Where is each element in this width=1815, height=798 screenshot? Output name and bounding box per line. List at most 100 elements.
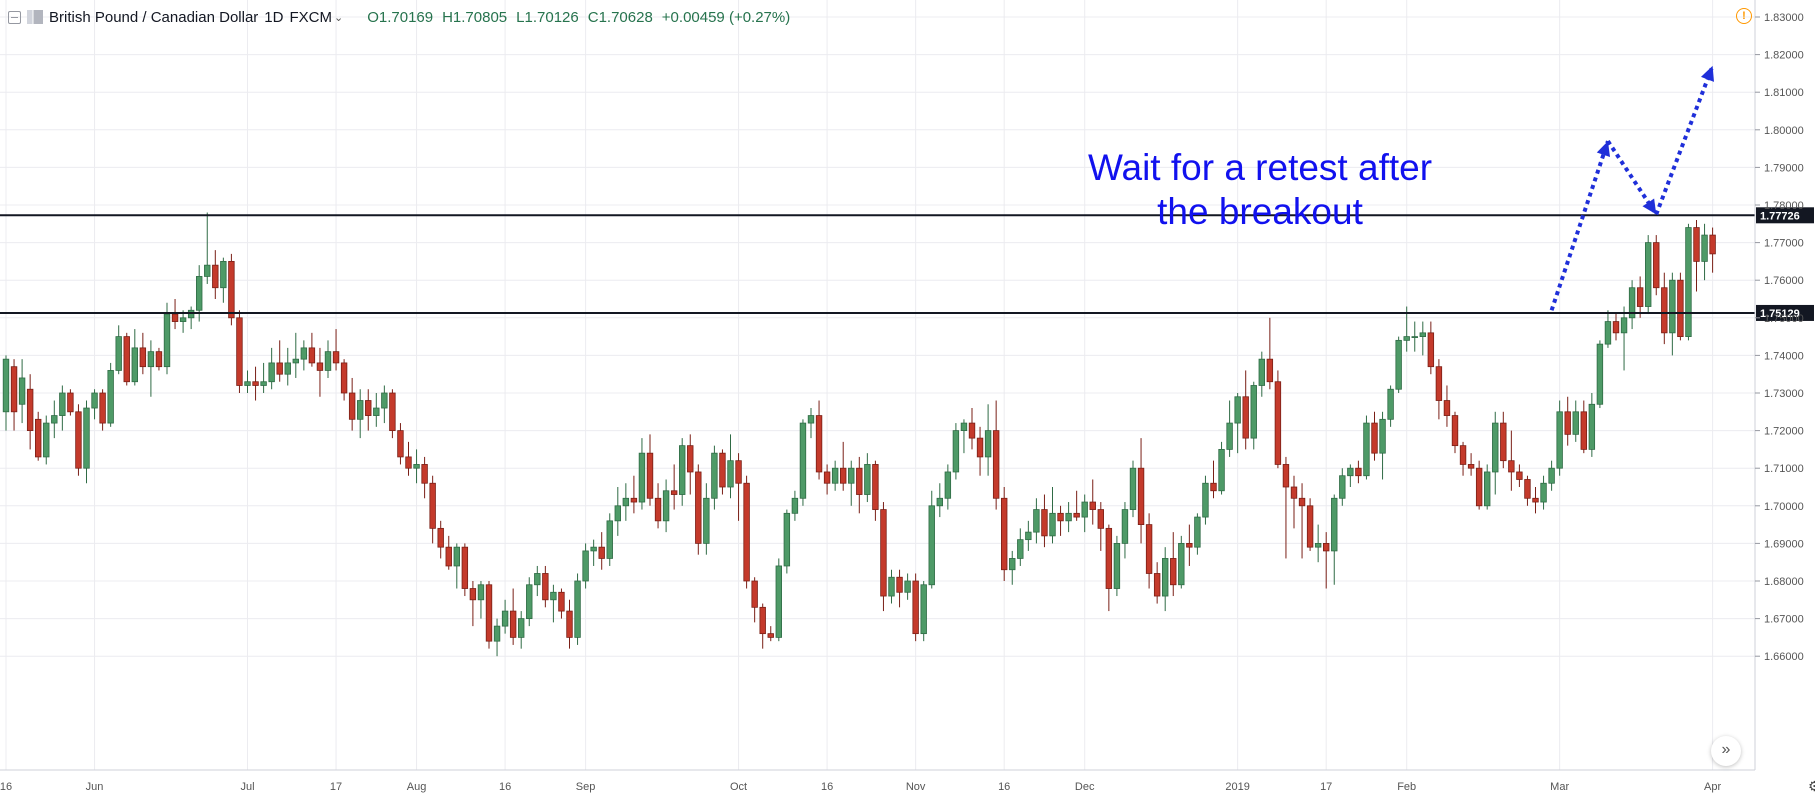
candle-body [1162, 558, 1169, 597]
candle-up [1596, 340, 1604, 409]
gear-icon[interactable]: ⚙ [1808, 778, 1815, 794]
collapse-icon[interactable] [8, 10, 21, 24]
time-tick-label: Jul [240, 781, 254, 793]
candle-body [1282, 464, 1290, 488]
candle-up [1049, 487, 1056, 544]
candle-down [461, 543, 469, 597]
candle-up [1403, 306, 1410, 352]
candle-up [1331, 494, 1338, 585]
candle-body [848, 467, 855, 484]
candle-body [872, 464, 879, 510]
currency-flag-icon [27, 10, 43, 24]
candle-body [228, 260, 235, 319]
candle-up [936, 483, 943, 518]
candle-up [1379, 411, 1386, 480]
candle-down [123, 332, 130, 386]
candle-body [365, 400, 372, 416]
candle-up [928, 490, 935, 589]
candle-down [1636, 276, 1644, 318]
candle-down [67, 389, 74, 416]
candle-up [1178, 535, 1185, 589]
candle-up [1314, 524, 1322, 563]
candle-down [316, 347, 324, 397]
candle-down [421, 456, 428, 499]
candle-body [920, 584, 927, 635]
time-tick-label: Sep [576, 781, 596, 793]
candle-up [799, 419, 807, 506]
candle-body [1435, 366, 1443, 401]
chevron-down-icon[interactable]: ⌄ [333, 11, 344, 24]
candle-up [204, 212, 211, 284]
candle-up [163, 302, 171, 375]
candle-body [1677, 279, 1684, 338]
candle-body [1081, 501, 1088, 518]
candle-body [1395, 339, 1402, 390]
candle-up [1620, 306, 1628, 371]
candle-up [614, 487, 621, 536]
candle-down [252, 366, 259, 401]
candle-down [1057, 505, 1064, 536]
candle-body [912, 580, 919, 635]
candle-body [131, 347, 138, 383]
candle-up [413, 449, 420, 484]
horizontal-levels[interactable]: 1.77726 1.75129 [0, 207, 1814, 321]
high-value: H1.70805 [442, 8, 508, 26]
candle-up [904, 573, 911, 600]
projection-segment [1654, 65, 1715, 216]
candle-up [1669, 272, 1676, 356]
candle-body [2, 358, 10, 413]
candle-body [477, 584, 485, 601]
candle-body [1194, 516, 1201, 548]
candle-body [51, 415, 58, 424]
candle-body [1009, 558, 1016, 571]
candle-body [1339, 475, 1346, 499]
time-tick-label: 16 [499, 781, 511, 793]
candle-body [558, 591, 565, 612]
candle-body [220, 260, 227, 289]
candle-down [542, 565, 549, 608]
candle-down [1532, 487, 1539, 514]
candle-body [574, 580, 581, 638]
candle-body [1709, 234, 1716, 255]
candle-up [679, 438, 686, 506]
candle-down [1242, 370, 1249, 450]
exchange-label: FXCM [289, 8, 332, 26]
candle-up [284, 347, 291, 386]
candle-body [236, 317, 243, 386]
candle-up [324, 340, 332, 378]
price-tick-label: 1.72000 [1764, 426, 1804, 438]
close-value: C1.70628 [587, 8, 653, 26]
candle-body [348, 392, 356, 420]
warning-icon[interactable]: ! [1736, 8, 1752, 24]
scroll-to-realtime-button[interactable]: » [1711, 736, 1741, 766]
time-axis[interactable]: 16 Jun Jul 17 Aug 16 Sep Oct 16 Nov 16 Dec 2019 17 Feb… [0, 769, 1755, 793]
price-axis[interactable]: 1.83000 1.82000 1.81000 1.80000 1.79000 1.780… [1754, 0, 1804, 770]
candle-down [469, 581, 477, 627]
arrowhead [1642, 198, 1657, 215]
candle-up [1628, 280, 1636, 330]
candle-body [1049, 512, 1056, 537]
candle-body [840, 467, 847, 484]
candle-body [1572, 411, 1579, 435]
candle-up [1218, 441, 1225, 495]
price-tag [1756, 304, 1814, 321]
candle-body [968, 422, 976, 439]
candle-body [1041, 509, 1048, 537]
candle-up [373, 393, 380, 427]
candle-body [703, 497, 710, 544]
candle-body [1564, 411, 1571, 435]
candle-body [1202, 482, 1209, 518]
candle-body [389, 392, 396, 431]
candle-up [864, 453, 871, 503]
candle-body [1596, 343, 1604, 405]
candle-body [646, 452, 654, 499]
candle-body [1274, 381, 1282, 465]
candle-body [590, 546, 597, 552]
candle-body [195, 276, 203, 311]
symbol-name[interactable]: British Pound / Canadian Dollar [49, 8, 259, 26]
time-tick-label: 16 [0, 781, 12, 793]
candle-body [1025, 531, 1032, 541]
interval-label[interactable]: 1D [264, 8, 284, 26]
candle-body [1073, 512, 1080, 518]
